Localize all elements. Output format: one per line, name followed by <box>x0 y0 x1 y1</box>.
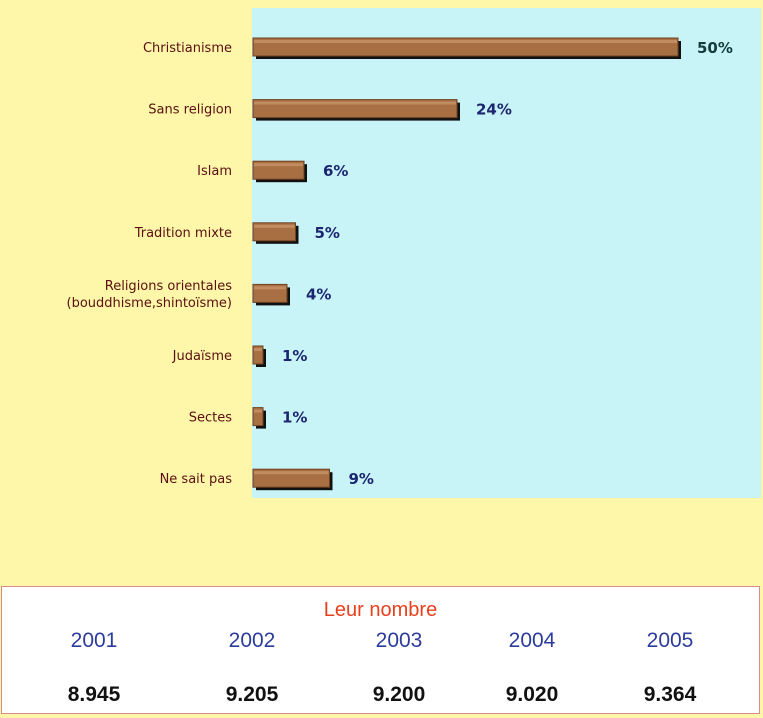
bar-highlight <box>254 101 456 105</box>
count-value: 9.200 <box>372 683 426 706</box>
year-label: 2003 <box>375 629 423 652</box>
bar-highlight <box>254 348 262 351</box>
year-label: 2005 <box>646 629 694 652</box>
bars-layer: 50% Christianisme 24% Sans religion 6% Islam 5… <box>67 37 733 491</box>
count-value: 9.364 <box>643 683 697 706</box>
value-label: 5% <box>315 224 340 242</box>
value-label: 1% <box>282 409 307 427</box>
bar-highlight <box>254 471 329 475</box>
year-label: 2002 <box>228 629 276 652</box>
bar <box>252 407 264 427</box>
value-label: 6% <box>323 162 348 180</box>
year-label: 2001 <box>70 629 118 652</box>
count-value: 9.205 <box>225 683 279 706</box>
value-label: 50% <box>697 39 733 57</box>
category-label: Judaïsme <box>172 349 232 364</box>
value-label: 24% <box>476 101 512 119</box>
category-label: Sans religion <box>148 103 232 118</box>
table-title: Leur nombre <box>323 599 438 621</box>
bar <box>252 345 264 365</box>
religion-bar-chart: 50% Christianisme 24% Sans religion 6% Islam 5… <box>67 8 761 498</box>
category-label: Christianisme <box>143 41 232 56</box>
category-label: Tradition mixte <box>134 226 232 241</box>
count-value: 9.020 <box>505 683 559 706</box>
year-label: 2004 <box>508 629 556 652</box>
bar-highlight <box>254 40 677 43</box>
category-label: (bouddhisme,shintoïsme) <box>67 296 232 311</box>
value-label: 1% <box>282 347 307 365</box>
value-label: 9% <box>349 470 374 488</box>
bar-highlight <box>254 224 295 228</box>
count-table: Leur nombre 2001 2002 2003 2004 2005 8.945 9.… <box>1 586 760 714</box>
value-label: 4% <box>306 285 331 303</box>
bar-highlight <box>254 286 286 290</box>
category-label: Islam <box>197 164 232 179</box>
count-value: 8.945 <box>67 683 121 706</box>
category-label: Sectes <box>189 411 232 426</box>
category-label: Religions orientales <box>105 279 232 294</box>
bar-highlight <box>254 163 303 167</box>
plot-background <box>252 8 761 498</box>
category-label: Ne sait pas <box>160 472 233 487</box>
bar-highlight <box>254 409 262 413</box>
